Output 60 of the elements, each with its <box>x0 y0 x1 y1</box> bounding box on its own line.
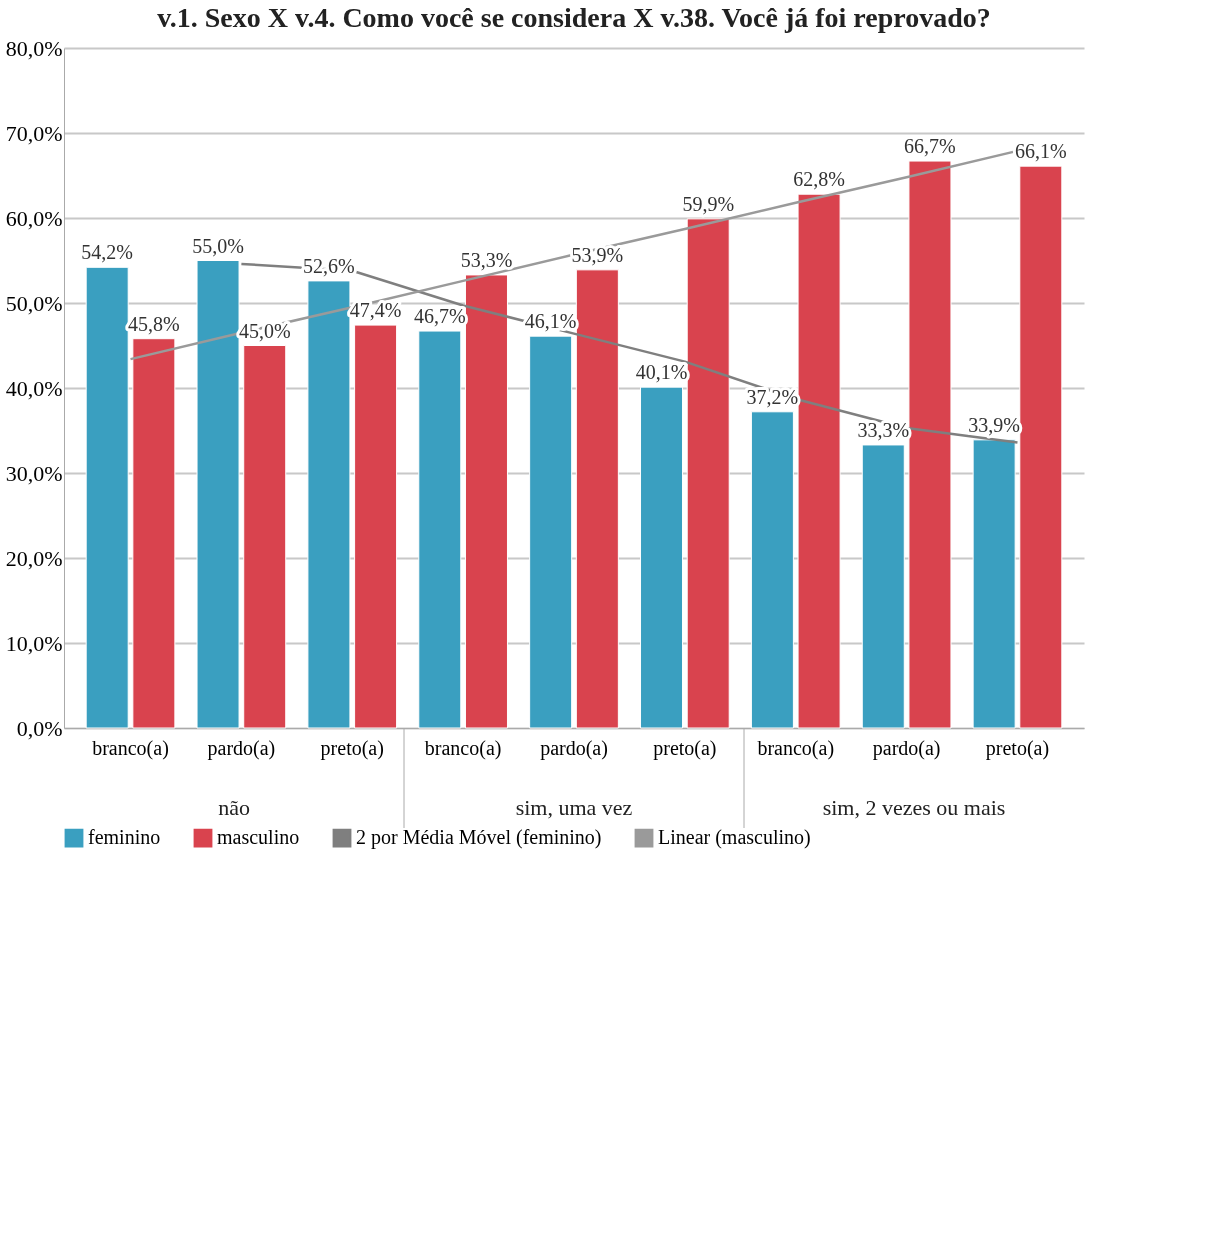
y-tick-label: 10,0% <box>5 630 63 656</box>
text: sim, 2 vezes ou mais <box>822 795 1006 820</box>
bar <box>972 439 1016 729</box>
data-label: 54,2% <box>81 241 134 264</box>
bar <box>686 218 730 729</box>
data-label: 37,2% <box>746 385 799 408</box>
data-label: 53,3% <box>460 248 513 271</box>
y-tick-label: 0,0% <box>16 715 63 741</box>
bar <box>1019 165 1063 729</box>
data-label: 59,9% <box>682 192 735 215</box>
legend-label: Linear (masculino) <box>658 826 811 850</box>
bar <box>354 324 398 729</box>
data-label: 66,7% <box>904 135 956 158</box>
text: não <box>218 795 250 820</box>
data-label: 62,8% <box>793 168 845 191</box>
bar <box>132 338 176 729</box>
x-tick-label: pardo(a) <box>872 736 941 760</box>
chart-title: v.1. Sexo X v.4. Como você se considera X v.38. Você já foi reprovado? <box>157 2 991 33</box>
bar <box>861 444 905 729</box>
data-label: 45,8% <box>128 312 180 335</box>
y-tick-label: 50,0% <box>5 290 63 316</box>
data-label: 53,9% <box>571 243 624 266</box>
bar <box>307 280 351 729</box>
x-tick-label: branco(a) <box>424 736 502 760</box>
data-label: 47,4% <box>349 299 402 322</box>
bar <box>908 160 952 729</box>
legend-label: feminino <box>88 826 161 849</box>
data-label: 40,1% <box>635 361 688 384</box>
y-tick-label: 70,0% <box>5 120 63 146</box>
bar <box>575 269 619 729</box>
data-label: 55,0% <box>192 234 244 257</box>
data-label: 66,1% <box>1014 140 1067 163</box>
bar <box>529 335 573 729</box>
x-tick-label: branco(a) <box>92 736 169 760</box>
y-tick-label: 80,0% <box>5 35 63 61</box>
bar <box>464 274 508 729</box>
bar <box>418 330 462 729</box>
bar <box>640 386 684 729</box>
x-tick-label: pardo(a) <box>540 736 608 760</box>
bar <box>85 266 129 729</box>
y-tick-label: 60,0% <box>5 205 63 231</box>
y-tick-label: 30,0% <box>5 460 63 486</box>
bar <box>196 260 240 729</box>
data-label: 33,9% <box>968 413 1020 436</box>
x-tick-label: preto(a) <box>320 736 384 760</box>
text: sim, uma vez <box>515 795 633 820</box>
x-tick-label: preto(a) <box>985 736 1050 760</box>
bar <box>797 193 841 729</box>
legend-label: 2 por Média Móvel (feminino) <box>356 826 602 850</box>
data-label: 33,3% <box>857 418 910 441</box>
bar <box>750 411 794 729</box>
y-tick-label: 40,0% <box>5 375 63 401</box>
legend-label: masculino <box>217 826 300 849</box>
x-tick-label: pardo(a) <box>207 736 276 760</box>
bar <box>243 345 287 729</box>
y-tick-label: 20,0% <box>5 545 63 571</box>
x-tick-label: branco(a) <box>757 736 835 760</box>
data-label: 46,7% <box>413 305 466 328</box>
data-label: 46,1% <box>524 310 577 333</box>
x-tick-label: preto(a) <box>653 736 717 760</box>
